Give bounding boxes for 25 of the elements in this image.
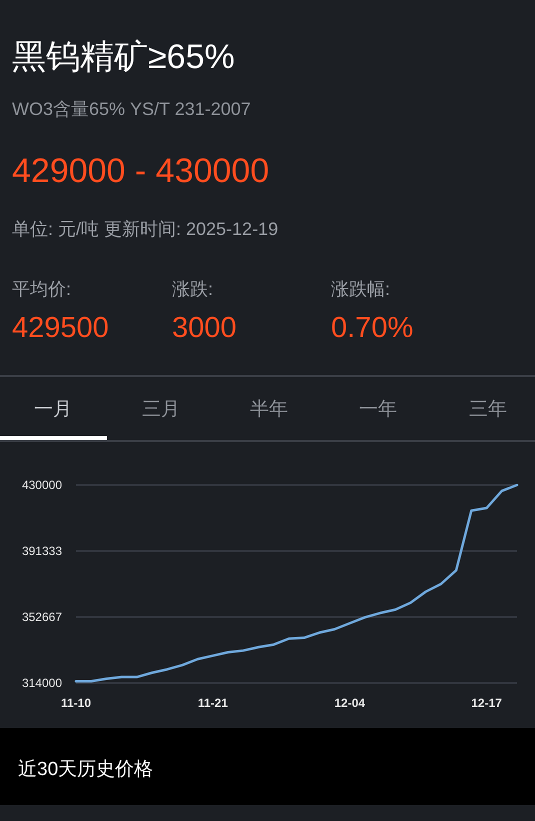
text: 3000 [172,312,237,345]
x-tick-label: 12-04 [334,696,366,710]
y-tick-label: 391333 [22,544,62,558]
text: 429500 [12,312,109,345]
y-tick-label: 314000 [22,676,62,690]
x-tick-label: 11-21 [198,696,228,710]
text: 半年 [250,398,288,422]
text: 一年 [359,398,397,422]
text: 涨跌: [172,278,214,301]
y-tick-label: 430000 [22,478,62,492]
line-series [74,484,518,683]
text: 一月 [34,398,72,422]
y-tick-label: 352667 [22,610,62,624]
text: 0.70% [331,312,414,345]
text: 平均价: [12,278,72,301]
text: 三年 [469,398,507,422]
text: 近30天历史价格 [18,758,154,782]
text: 429000 - 430000 [12,152,270,191]
x-tick-label: 11-10 [60,696,92,710]
text: 涨跌幅: [331,278,390,301]
x-tick-label: 12-17 [471,696,502,710]
chart-subtitle: WO3含量65% YS/T 231-2007 [12,98,251,121]
chart-title: 黑钨精矿≥65% [12,37,235,78]
text: 单位: 元/吨 更新时间: 2025-12-19 [12,218,278,241]
text: 三月 [142,398,180,422]
